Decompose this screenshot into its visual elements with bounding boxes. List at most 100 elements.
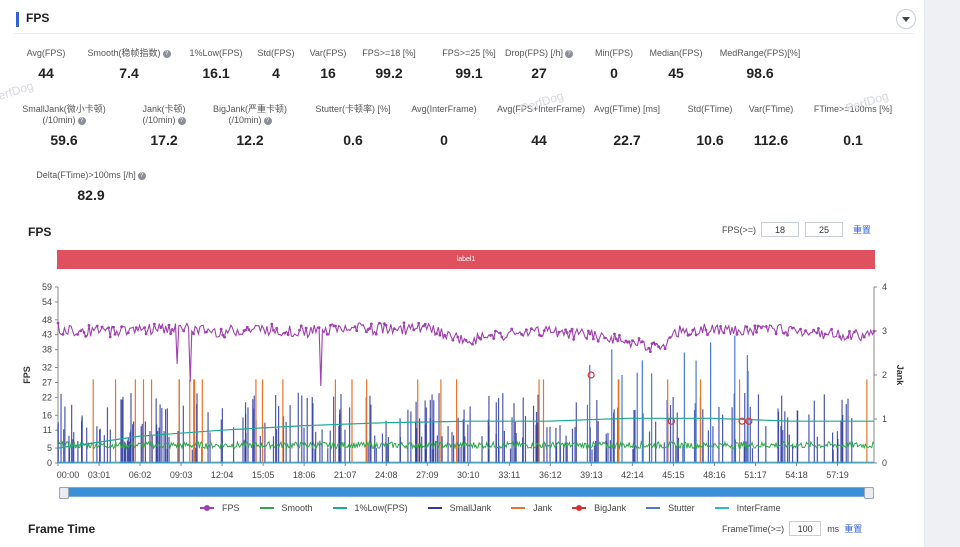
legend-item-bigjank[interactable]: BigJank bbox=[572, 503, 626, 513]
x-tick-label: 51:17 bbox=[744, 470, 767, 480]
fps-point bbox=[596, 339, 600, 343]
help-icon[interactable]: ? bbox=[263, 116, 272, 125]
fps-point bbox=[76, 333, 79, 336]
fps-point bbox=[817, 327, 820, 330]
fps-point bbox=[61, 333, 65, 336]
x-tick-label: 21:07 bbox=[334, 470, 357, 480]
y-tick-label: 22 bbox=[42, 392, 52, 402]
metric-metrics_row3-0: Delta(FTime)>100ms [/h]? 82.9 bbox=[26, 170, 156, 203]
metric-value: 82.9 bbox=[77, 187, 105, 203]
metric-value: 44 bbox=[531, 132, 547, 148]
legend-label: 1%Low(FPS) bbox=[354, 503, 408, 513]
fps-point bbox=[823, 332, 827, 336]
y-tick-label: 27 bbox=[42, 377, 52, 387]
legend-item-low1[interactable]: 1%Low(FPS) bbox=[332, 503, 408, 513]
legend-swatch-icon bbox=[200, 505, 214, 511]
slider-handle-right[interactable] bbox=[864, 487, 874, 499]
metric-label-unit: (/10min) bbox=[142, 115, 176, 125]
legend-label: Smooth bbox=[281, 503, 313, 513]
fps-point bbox=[107, 326, 110, 330]
help-icon[interactable]: ? bbox=[565, 49, 573, 58]
fps-point bbox=[668, 336, 672, 339]
fps-point bbox=[325, 332, 329, 336]
metric-label: Jank(卡顿) (/10min)? bbox=[122, 104, 206, 126]
fps-panel: FPS Avg(FPS) 44 Smooth(稳帧指数)? 7.4 1%Low(FPS)… bbox=[0, 0, 925, 547]
frametime-reset-button[interactable]: 重置 bbox=[844, 524, 863, 534]
legend-swatch-icon bbox=[572, 505, 587, 511]
legend-item-fps[interactable]: FPS bbox=[200, 503, 240, 513]
fps-point bbox=[369, 322, 373, 326]
metric-metrics_row2-2: BigJank(严重卡顿) (/10min)? 12.2 bbox=[208, 104, 292, 148]
legend-item-stutter[interactable]: Stutter bbox=[646, 503, 695, 513]
y2-tick-label: 4 bbox=[882, 282, 887, 292]
fps-point bbox=[753, 324, 757, 328]
fps-point bbox=[456, 335, 460, 339]
fps-threshold-input-1[interactable] bbox=[761, 222, 800, 237]
y2-tick-label: 0 bbox=[882, 458, 887, 468]
help-icon[interactable]: ? bbox=[162, 49, 171, 58]
fps-point bbox=[272, 328, 275, 332]
label-band[interactable]: label1 bbox=[57, 250, 875, 269]
help-icon[interactable]: ? bbox=[77, 116, 86, 125]
legend-item-smooth[interactable]: Smooth bbox=[259, 503, 313, 513]
metric-label: Min(FPS) bbox=[572, 48, 656, 59]
metric-metrics_row2-7: Std(FTime) 10.6 bbox=[668, 104, 752, 148]
fps-point bbox=[862, 335, 866, 339]
fps-point bbox=[120, 325, 123, 329]
metric-value: 112.6 bbox=[753, 132, 789, 148]
frametime-threshold-input[interactable] bbox=[789, 521, 822, 536]
y-tick-label: 11 bbox=[43, 425, 52, 435]
fps-point bbox=[304, 326, 308, 330]
metric-label-text: Avg(FPS+InterFrame) bbox=[497, 104, 586, 114]
fps-threshold-input-2[interactable] bbox=[805, 222, 844, 237]
fps-chart-title: FPS bbox=[28, 225, 52, 239]
fps-point bbox=[438, 333, 442, 337]
legend-item-jank[interactable]: Jank bbox=[511, 503, 552, 513]
frametime-unit: ms bbox=[827, 523, 840, 534]
metric-label-text: Avg(FPS) bbox=[26, 48, 66, 58]
metric-label-text: Avg(InterFrame) bbox=[411, 104, 477, 114]
fps-point bbox=[637, 337, 641, 340]
x-tick-label: 09:03 bbox=[170, 470, 193, 480]
legend-swatch-icon bbox=[646, 507, 661, 509]
time-range-slider[interactable] bbox=[59, 487, 874, 499]
fps-reset-button[interactable]: 重置 bbox=[853, 225, 872, 235]
metric-label: Std(FTime) bbox=[668, 104, 752, 115]
legend-label: FPS bbox=[222, 503, 240, 513]
metric-label-text: BigJank(严重卡顿) bbox=[212, 104, 287, 114]
metric-label-text: FTime>=100ms [%] bbox=[813, 104, 893, 114]
metric-metrics_row2-3: Stutter(卡顿率) [%] 0.6 bbox=[311, 104, 395, 148]
metric-value: 45 bbox=[668, 65, 684, 81]
fps-chart[interactable]: 0 5 11 16 22 27 32 38 43 48 54 59 0 1 2 3 4 00:00 03:01 06:… bbox=[0, 0, 925, 480]
metric-label: Avg(InterFrame) bbox=[402, 104, 486, 115]
fps-point bbox=[520, 332, 523, 336]
x-tick-label: 45:15 bbox=[662, 470, 685, 480]
fps-point bbox=[471, 342, 474, 346]
legend-item-smalljank[interactable]: SmallJank bbox=[427, 503, 491, 513]
fps-point bbox=[782, 331, 786, 335]
fps-point bbox=[365, 330, 368, 334]
help-icon[interactable]: ? bbox=[137, 171, 146, 180]
metric-label: BigJank(严重卡顿) (/10min)? bbox=[208, 104, 292, 126]
help-icon[interactable]: ? bbox=[177, 116, 186, 125]
legend-label: Jank bbox=[533, 503, 553, 513]
metric-metrics_row1-5: FPS>=18 [%] 99.2 bbox=[347, 48, 431, 81]
slider-handle-left[interactable] bbox=[59, 487, 69, 499]
fps-point bbox=[286, 333, 290, 336]
collapse-toggle-button[interactable] bbox=[896, 9, 916, 29]
fps-point bbox=[647, 346, 651, 350]
chevron-down-icon bbox=[902, 16, 910, 22]
metric-metrics_row1-10: MedRange(FPS)[%] 98.6 bbox=[718, 48, 802, 81]
metric-label: Stutter(卡顿率) [%] bbox=[311, 104, 395, 115]
fps-point bbox=[113, 332, 117, 336]
metric-value: 0 bbox=[610, 65, 618, 81]
fps-point bbox=[317, 326, 321, 330]
fps-point bbox=[245, 325, 249, 329]
fps-point bbox=[756, 324, 760, 328]
metric-value: 98.6 bbox=[746, 65, 774, 81]
x-tick-label: 24:08 bbox=[375, 470, 398, 480]
legend-label: BigJank bbox=[594, 503, 627, 513]
fps-point bbox=[384, 323, 388, 327]
fps-point bbox=[587, 329, 590, 333]
legend-item-interframe[interactable]: InterFrame bbox=[714, 503, 781, 513]
